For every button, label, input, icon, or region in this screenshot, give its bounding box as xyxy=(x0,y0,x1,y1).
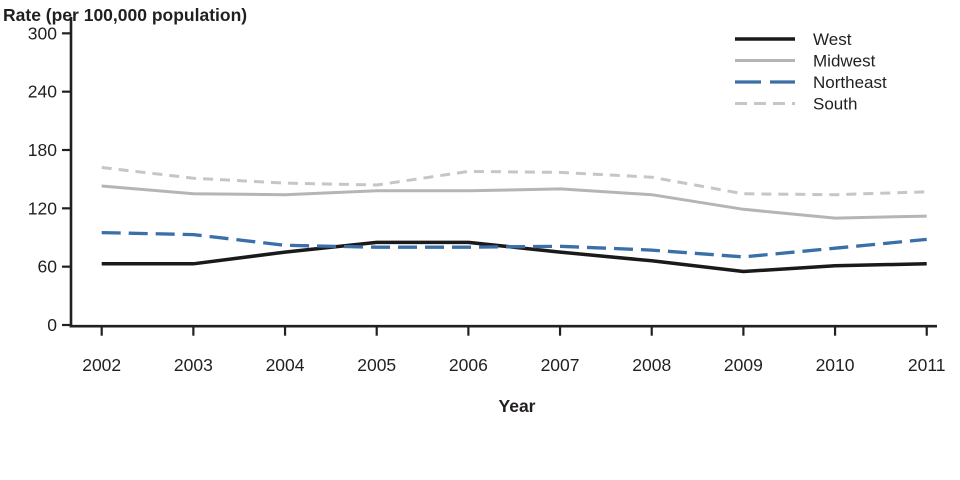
series-line-midwest xyxy=(101,184,927,220)
series-line-northeast xyxy=(101,230,927,259)
axes-group: 0 60 120 180 240 300 2002 2003 2004 2005 2006 2007 2… xyxy=(28,17,946,375)
x-tick-label: 2005 xyxy=(357,355,396,375)
legend-label: Midwest xyxy=(813,52,876,71)
x-tick-label: 2010 xyxy=(816,355,855,375)
y-tick-label: 180 xyxy=(28,140,57,160)
x-tick-label: 2002 xyxy=(82,355,121,375)
x-tick-label: 2011 xyxy=(908,355,946,375)
y-tick-label: 120 xyxy=(28,198,57,218)
y-tick-label: 60 xyxy=(38,257,58,277)
legend-label: South xyxy=(813,95,857,114)
x-axis-title: Year xyxy=(499,396,536,416)
y-tick-label: 240 xyxy=(28,82,57,102)
x-tick-label: 2003 xyxy=(174,355,213,375)
x-tick-label: 2006 xyxy=(449,355,488,375)
legend-label: West xyxy=(813,30,852,49)
legend-label: Northeast xyxy=(813,73,887,92)
x-tick-label: 2008 xyxy=(632,355,671,375)
legend-item-west: West xyxy=(735,30,852,49)
legend-item-south: South xyxy=(735,95,857,114)
x-tick-label: 2004 xyxy=(266,355,305,375)
series-line-south xyxy=(101,166,927,197)
legend: West Midwest Northeast South xyxy=(735,30,887,114)
series-group xyxy=(101,166,927,274)
x-tick-label: 2007 xyxy=(541,355,580,375)
legend-item-midwest: Midwest xyxy=(735,52,876,71)
y-axis-title: Rate (per 100,000 population) xyxy=(3,5,247,25)
y-tick-label: 300 xyxy=(28,23,57,43)
legend-item-northeast: Northeast xyxy=(735,73,887,92)
y-tick-label: 0 xyxy=(47,315,57,335)
x-tick-label: 2009 xyxy=(724,355,763,375)
